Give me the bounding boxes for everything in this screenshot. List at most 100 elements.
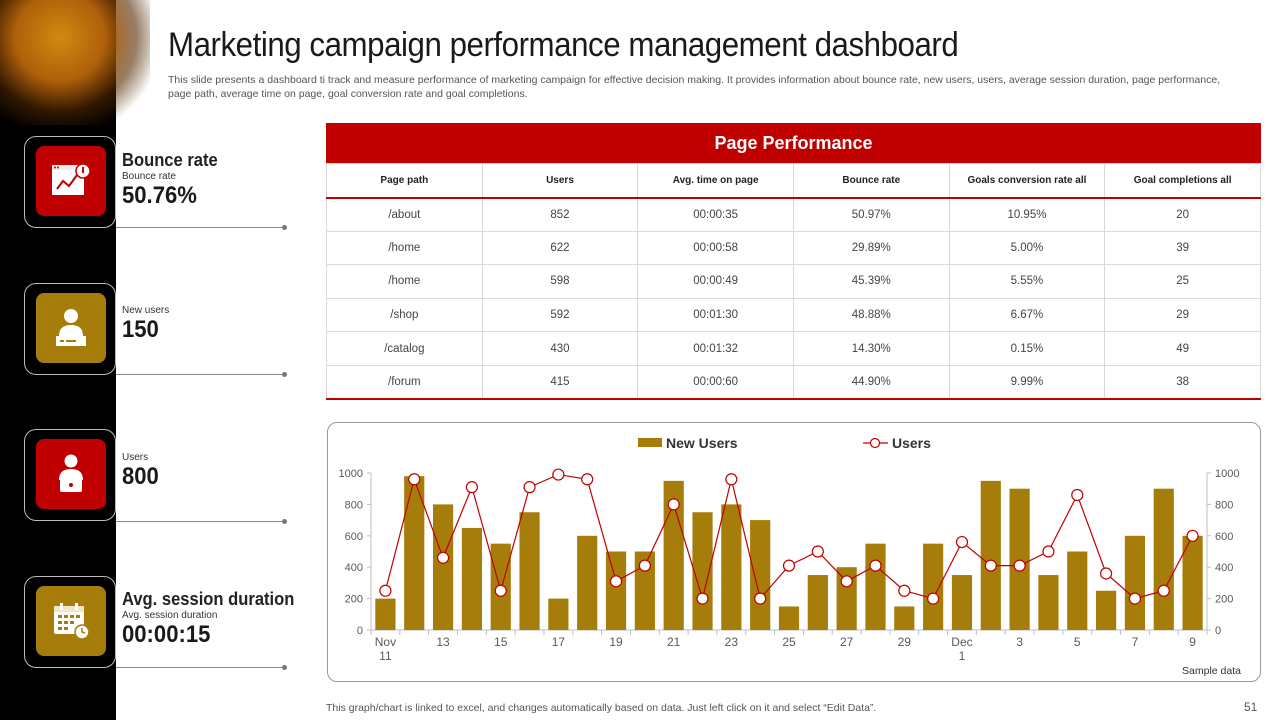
point-users — [609, 575, 623, 588]
kpi-label: Bounce rate — [122, 171, 176, 182]
kpi-divider-dot — [282, 665, 287, 670]
legend-swatch-new-users — [638, 438, 662, 447]
table-cell: 592 — [481, 297, 639, 333]
bar-new-users — [1153, 488, 1174, 630]
bar-new-users — [1124, 535, 1146, 630]
table-cell: 49 — [1104, 331, 1261, 366]
point-users — [1071, 488, 1084, 502]
point-users — [494, 584, 507, 597]
kpi-divider — [116, 667, 286, 668]
y-tick-label-left: 1000 — [339, 468, 363, 480]
table-cell: 44.90% — [792, 364, 950, 401]
x-tick-label: Nov 11 — [375, 635, 396, 663]
table-cell: 00:00:60 — [637, 364, 794, 401]
sample-data-note: Sample data — [1182, 665, 1241, 677]
x-tick-label: 5 — [1074, 635, 1081, 649]
bar-new-users — [461, 527, 482, 630]
point-users — [1042, 545, 1055, 558]
table-cell: 5.00% — [948, 230, 1106, 266]
x-tick-label: Dec 1 — [951, 635, 972, 663]
table-header-cell: Goal completions all — [1104, 163, 1261, 199]
kpi-title: Avg. session duration — [122, 589, 295, 609]
point-users — [955, 535, 969, 549]
bar-new-users — [721, 504, 742, 630]
bar-new-users — [375, 598, 396, 630]
table-cell: 9.99% — [948, 364, 1106, 401]
point-users — [408, 473, 421, 486]
point-users — [782, 559, 796, 572]
page-performance-table: Page Performance Page path Users Avg. time… — [326, 123, 1261, 401]
table-cell: /about — [326, 197, 483, 232]
kpi-divider-dot — [282, 372, 287, 377]
x-tick-label: 9 — [1189, 635, 1196, 649]
kpi-divider — [116, 521, 286, 522]
users-combo-chart: 0 0 200 200 400 400 600 600 800 800 1000 1000 Nov 11 1… — [339, 435, 1242, 677]
table-cell: 5.55% — [948, 264, 1106, 299]
footer-note: This graph/chart is linked to excel, and… — [326, 702, 877, 714]
y-tick-label-right: 1000 — [1215, 468, 1239, 480]
y-tick-label-left: 0 — [357, 625, 363, 637]
table-cell: 14.30% — [792, 331, 950, 366]
x-tick-label: 17 — [552, 635, 566, 649]
bar-new-users — [865, 543, 886, 630]
table-cell: 00:01:32 — [637, 331, 794, 366]
bar-new-users — [1067, 551, 1088, 630]
table-cell: 00:00:49 — [637, 264, 794, 299]
y-tick-label-left: 600 — [345, 531, 363, 543]
bar-new-users — [923, 543, 944, 630]
x-tick-label: 7 — [1132, 635, 1139, 649]
point-users — [1186, 529, 1199, 542]
kpi-divider-dot — [282, 225, 287, 230]
table-cell: 598 — [481, 264, 639, 299]
bar-new-users — [778, 606, 800, 630]
point-users — [523, 481, 536, 494]
bar-new-users — [951, 575, 973, 630]
kpi-label: Avg. session duration — [122, 610, 218, 621]
table-header-cell: Page path — [326, 163, 483, 199]
point-users — [1013, 559, 1026, 572]
kpi-value: 800 — [122, 463, 159, 490]
table-cell: 45.39% — [792, 264, 950, 299]
table-cell: 38 — [1104, 364, 1261, 401]
table-header-cell: Avg. time on page — [637, 163, 794, 199]
table-cell: 430 — [481, 331, 639, 366]
bounce-chart-icon — [36, 146, 106, 216]
table-cell: 10.95% — [948, 197, 1106, 232]
kpi-label: Users — [122, 452, 149, 463]
y-tick-label-right: 800 — [1215, 499, 1233, 511]
kpi-title: Bounce rate — [122, 150, 218, 170]
x-tick-label: 25 — [782, 635, 796, 649]
table-cell: /home — [326, 230, 483, 266]
point-users — [898, 584, 911, 597]
table-row: /home 622 00:00:58 29.89% 5.00% 39 — [326, 230, 1261, 266]
bar-new-users — [750, 520, 771, 630]
users-chart-panel: 0 0 200 200 400 400 600 600 800 800 1000 1000 Nov 11 1… — [327, 422, 1261, 682]
new-user-icon — [36, 293, 106, 363]
point-users — [667, 498, 680, 511]
point-users — [436, 551, 450, 564]
x-tick-label: 13 — [436, 635, 450, 649]
y-tick-label-left: 200 — [345, 594, 363, 606]
table-row: /home 598 00:00:49 45.39% 5.55% 25 — [326, 264, 1261, 299]
x-tick-label: 27 — [840, 635, 854, 649]
table-row: /shop 592 00:01:30 48.88% 6.67% 29 — [326, 297, 1261, 333]
point-users — [840, 575, 853, 588]
point-users — [754, 592, 767, 605]
bar-new-users — [1038, 575, 1059, 630]
corner-decoration — [0, 0, 150, 125]
table-cell: 415 — [481, 364, 639, 401]
bar-new-users — [807, 575, 828, 630]
bar-new-users — [894, 606, 915, 630]
user-laptop-icon — [36, 439, 106, 509]
table-cell: 00:01:30 — [637, 297, 794, 333]
page-title: Marketing campaign performance managemen… — [168, 26, 959, 64]
table-cell: 39 — [1104, 230, 1261, 266]
bar-new-users — [577, 535, 598, 630]
kpi-divider-dot — [282, 519, 287, 524]
bar-new-users — [519, 512, 540, 630]
table-row: /catalog 430 00:01:32 14.30% 0.15% 49 — [326, 331, 1261, 366]
table-cell: 25 — [1104, 264, 1261, 299]
y-tick-label-right: 200 — [1215, 594, 1233, 606]
x-tick-label: 29 — [898, 635, 912, 649]
table-cell: 00:00:35 — [637, 197, 794, 232]
